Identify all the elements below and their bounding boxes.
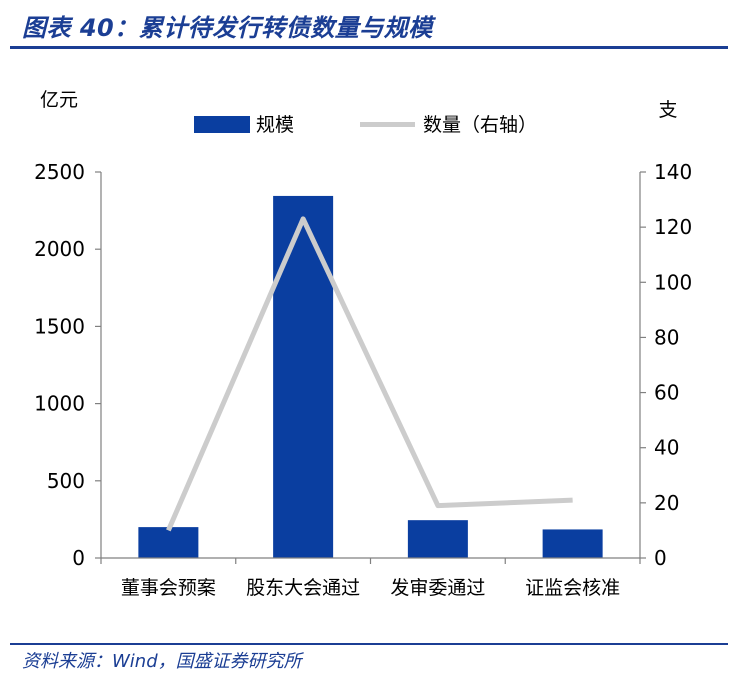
legend: 规模 数量（右轴） (194, 114, 537, 136)
right-tick-label: 60 (654, 381, 679, 405)
bar-3 (542, 529, 603, 558)
left-tick-label: 2000 (34, 237, 85, 261)
right-tick-label: 140 (654, 160, 692, 184)
category-label: 股东大会通过 (246, 577, 360, 599)
left-axis-unit: 亿元 (40, 89, 78, 111)
left-tick-label: 1000 (34, 392, 85, 416)
source-note: 资料来源：Wind，国盛证券研究所 (22, 651, 302, 672)
legend-swatch-bar (194, 116, 250, 133)
bar-1 (273, 195, 334, 558)
count-line (166, 216, 573, 532)
legend-label-line: 数量（右轴） (423, 114, 537, 136)
left-tick-label: 1500 (34, 314, 85, 338)
legend-label-bar: 规模 (256, 114, 294, 136)
right-tick-label: 120 (654, 215, 692, 239)
tick-labels: 0 500 1000 1500 2000 2500 0 20 40 60 80 100 120 140 董事… (34, 160, 692, 599)
footer-rule (10, 643, 728, 645)
right-tick-label: 80 (654, 325, 679, 349)
lines (166, 216, 573, 532)
figure-title: 图表 40：累计待发行转债数量与规模 (22, 14, 433, 42)
category-label: 发审委通过 (390, 577, 485, 599)
bar-0 (138, 527, 199, 558)
bars (138, 195, 603, 558)
right-tick-label: 20 (654, 491, 679, 515)
axes (95, 171, 646, 564)
right-tick-label: 40 (654, 436, 679, 460)
right-tick-label: 100 (654, 270, 692, 294)
right-axis-unit: 支 (658, 99, 677, 121)
left-tick-label: 2500 (34, 160, 85, 184)
right-tick-label: 0 (654, 546, 667, 570)
bar-2 (407, 520, 468, 558)
left-tick-label: 0 (72, 546, 85, 570)
category-label: 董事会预案 (121, 577, 216, 599)
chart: 亿元 支 规模 数量（右轴） 0 500 1000 1500 2000 2500 0 20 40… (34, 89, 692, 599)
left-tick-label: 500 (47, 469, 85, 493)
title-rule (10, 46, 728, 49)
category-label: 证监会核准 (525, 577, 620, 599)
